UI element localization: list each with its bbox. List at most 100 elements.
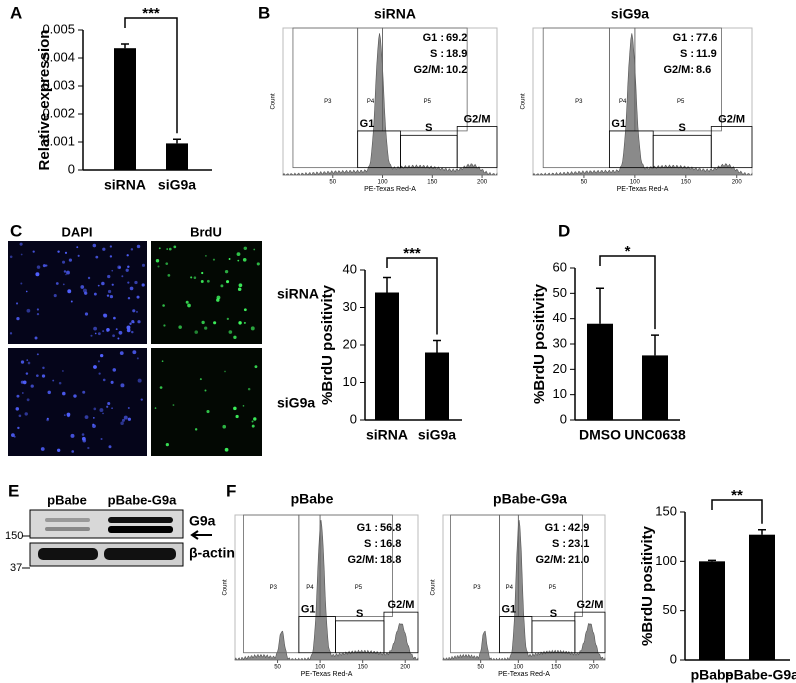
- phase-gate: [383, 611, 419, 654]
- brdu-image: [151, 348, 262, 456]
- cell: [36, 265, 41, 269]
- cell: [113, 316, 116, 320]
- y-tick-label: 10: [343, 374, 357, 389]
- cell: [224, 370, 226, 373]
- band-label: G9a: [189, 513, 216, 529]
- cell: [42, 366, 45, 370]
- cell: [157, 265, 160, 268]
- phase-label: S: [425, 122, 432, 134]
- cell: [45, 264, 48, 267]
- y-tick-label: 10: [553, 386, 567, 401]
- cell: [193, 276, 197, 279]
- cell: [224, 447, 229, 452]
- y-axis-label: Count: [521, 93, 527, 109]
- x-tick-label: 200: [400, 665, 411, 671]
- error-bar: [383, 276, 391, 293]
- cell: [126, 325, 131, 330]
- marker-label: 150: [5, 530, 23, 542]
- cell: [129, 286, 134, 291]
- phase-label: G1: [502, 603, 517, 615]
- stat-value: 8.6: [696, 64, 711, 76]
- dapi-image: [8, 348, 147, 456]
- y-tick-label: 0.004: [42, 49, 75, 64]
- phase-label: G1: [360, 118, 375, 130]
- cell: [97, 360, 100, 363]
- cell: [66, 412, 71, 417]
- cell: [84, 415, 89, 419]
- cell: [107, 274, 111, 279]
- cell: [26, 308, 31, 313]
- gate-label: P4: [306, 585, 314, 591]
- stat-label: G2/M:: [535, 554, 566, 566]
- panel-title: siG9a: [611, 6, 649, 22]
- cell: [57, 250, 60, 253]
- gate-label: P5: [677, 99, 685, 105]
- cell: [137, 320, 141, 324]
- panel-letter: E: [8, 481, 19, 500]
- y-tick-label: 0: [670, 651, 677, 666]
- cell: [118, 330, 123, 335]
- cell: [32, 250, 35, 253]
- gate-label: P5: [424, 99, 432, 105]
- gate-label: P4: [367, 99, 375, 105]
- lane-label: pBabe-G9a: [108, 492, 177, 507]
- significance-bracket: [386, 257, 438, 335]
- x-tick-label: 100: [315, 665, 326, 671]
- cell: [247, 387, 251, 391]
- cell: [132, 350, 137, 355]
- cell: [140, 398, 143, 401]
- cell: [206, 279, 210, 283]
- cell: [16, 316, 20, 321]
- cell: [107, 401, 111, 406]
- cell: [132, 309, 136, 313]
- panel-title: pBabe-G9a: [493, 491, 567, 507]
- cell: [119, 351, 124, 355]
- x-tick-label: 150: [427, 180, 438, 186]
- stat-value: 18.9: [446, 48, 467, 60]
- cell: [92, 423, 95, 426]
- cell: [236, 252, 241, 257]
- cell: [66, 270, 70, 275]
- x-tick-label: 50: [329, 180, 336, 186]
- bar: [642, 355, 668, 420]
- cell: [87, 276, 91, 280]
- significance-bracket: [124, 17, 178, 134]
- stat-label: S :: [364, 538, 378, 550]
- gate-label: P3: [270, 585, 278, 591]
- stat-label: G1 :: [423, 32, 444, 44]
- cell: [102, 247, 106, 251]
- cell: [24, 412, 28, 416]
- cell: [100, 353, 104, 358]
- x-tick-label: 200: [589, 665, 600, 671]
- cell: [68, 258, 73, 262]
- panel-letter: A: [10, 3, 22, 22]
- y-axis-label: %BrdU positivity: [531, 283, 548, 404]
- y-axis-label: Count: [431, 579, 437, 595]
- cell: [20, 380, 24, 384]
- cell: [36, 312, 40, 316]
- cell: [205, 254, 207, 257]
- x-axis-label: PE-Texas Red-A: [364, 186, 416, 193]
- significance: *: [625, 243, 631, 260]
- cell: [16, 394, 20, 398]
- y-tick-label: 40: [343, 261, 357, 276]
- cell: [55, 282, 59, 285]
- cell: [20, 253, 23, 256]
- cell: [87, 446, 90, 450]
- cell: [58, 381, 62, 385]
- cell: [228, 330, 233, 334]
- y-tick-label: 0.003: [42, 77, 75, 92]
- gate-label: P4: [619, 99, 627, 105]
- phase-label: G2/M: [388, 599, 415, 611]
- cell: [222, 424, 227, 429]
- cell: [102, 378, 106, 382]
- cell: [107, 289, 112, 294]
- stat-value: 23.1: [568, 538, 589, 550]
- cell: [101, 281, 105, 286]
- band: [45, 518, 90, 522]
- cell: [20, 282, 23, 285]
- bar: [166, 143, 188, 170]
- cell: [243, 321, 246, 324]
- cell: [109, 295, 114, 299]
- column-label: DAPI: [61, 224, 92, 239]
